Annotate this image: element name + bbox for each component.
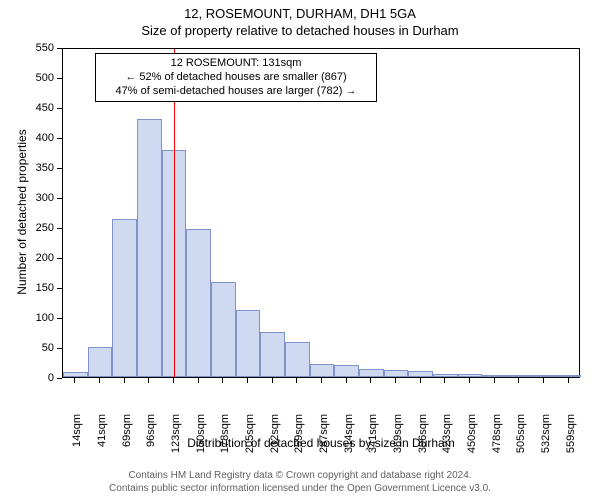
footer-line-1: Contains HM Land Registry data © Crown c… xyxy=(0,470,600,483)
x-tick-mark xyxy=(296,378,297,383)
histogram-bar xyxy=(384,370,409,377)
title-line-2: Size of property relative to detached ho… xyxy=(0,21,600,38)
histogram-bar xyxy=(186,229,211,377)
histogram-bar xyxy=(532,375,557,377)
histogram-bar xyxy=(63,372,88,377)
x-tick-mark xyxy=(469,378,470,383)
histogram-bar xyxy=(458,374,483,377)
x-tick-mark xyxy=(272,378,273,383)
histogram-bar xyxy=(556,375,581,377)
histogram-bar xyxy=(408,371,433,377)
annotation-line-1: 12 ROSEMOUNT: 131sqm xyxy=(102,57,370,71)
y-tick-mark xyxy=(57,78,62,79)
x-tick-mark xyxy=(148,378,149,383)
x-tick-mark xyxy=(494,378,495,383)
y-tick-label: 200 xyxy=(0,252,54,264)
x-axis-label: Distribution of detached houses by size … xyxy=(62,436,580,450)
histogram-bar xyxy=(285,342,310,377)
title-line-1: 12, ROSEMOUNT, DURHAM, DH1 5GA xyxy=(0,0,600,21)
y-tick-label: 400 xyxy=(0,132,54,144)
histogram-bar xyxy=(310,364,335,377)
x-tick-mark xyxy=(370,378,371,383)
histogram-bar xyxy=(359,369,384,377)
y-tick-mark xyxy=(57,108,62,109)
y-axis-label: Number of detached properties xyxy=(15,122,29,302)
y-tick-mark xyxy=(57,348,62,349)
y-tick-label: 350 xyxy=(0,162,54,174)
annotation-line-2: ← 52% of detached houses are smaller (86… xyxy=(102,71,370,85)
figure-root: 12, ROSEMOUNT, DURHAM, DH1 5GA Size of p… xyxy=(0,0,600,500)
histogram-bar xyxy=(334,365,359,377)
histogram-bar xyxy=(260,332,285,377)
x-tick-mark xyxy=(444,378,445,383)
y-tick-label: 50 xyxy=(0,342,54,354)
y-tick-mark xyxy=(57,48,62,49)
y-tick-label: 450 xyxy=(0,102,54,114)
y-tick-mark xyxy=(57,378,62,379)
x-tick-mark xyxy=(173,378,174,383)
x-tick-mark xyxy=(543,378,544,383)
y-tick-label: 0 xyxy=(0,372,54,384)
y-tick-label: 550 xyxy=(0,42,54,54)
y-tick-mark xyxy=(57,168,62,169)
x-tick-mark xyxy=(346,378,347,383)
histogram-bar xyxy=(482,375,507,377)
y-tick-label: 250 xyxy=(0,222,54,234)
histogram-bar xyxy=(507,375,532,377)
x-tick-mark xyxy=(518,378,519,383)
annotation-line-3: 47% of semi-detached houses are larger (… xyxy=(102,85,370,99)
y-tick-mark xyxy=(57,288,62,289)
y-tick-label: 150 xyxy=(0,282,54,294)
histogram-bar xyxy=(433,374,458,377)
annotation-box: 12 ROSEMOUNT: 131sqm ← 52% of detached h… xyxy=(95,53,377,102)
x-tick-mark xyxy=(321,378,322,383)
y-tick-mark xyxy=(57,138,62,139)
y-tick-label: 300 xyxy=(0,192,54,204)
x-tick-mark xyxy=(247,378,248,383)
y-tick-mark xyxy=(57,228,62,229)
histogram-bar xyxy=(88,347,113,377)
y-tick-label: 500 xyxy=(0,72,54,84)
x-tick-mark xyxy=(222,378,223,383)
histogram-bar xyxy=(211,282,236,377)
x-tick-mark xyxy=(568,378,569,383)
histogram-bar xyxy=(236,310,261,377)
x-tick-mark xyxy=(99,378,100,383)
y-tick-label: 100 xyxy=(0,312,54,324)
x-tick-mark xyxy=(395,378,396,383)
footer-line-2: Contains public sector information licen… xyxy=(0,483,600,496)
attribution-footer: Contains HM Land Registry data © Crown c… xyxy=(0,470,600,495)
chart-plot-area: 12 ROSEMOUNT: 131sqm ← 52% of detached h… xyxy=(62,48,580,378)
x-tick-mark xyxy=(198,378,199,383)
x-tick-mark xyxy=(74,378,75,383)
y-tick-mark xyxy=(57,198,62,199)
x-tick-mark xyxy=(420,378,421,383)
y-tick-mark xyxy=(57,318,62,319)
histogram-bar xyxy=(112,219,137,377)
y-tick-mark xyxy=(57,258,62,259)
histogram-bar xyxy=(137,119,162,377)
x-tick-mark xyxy=(124,378,125,383)
